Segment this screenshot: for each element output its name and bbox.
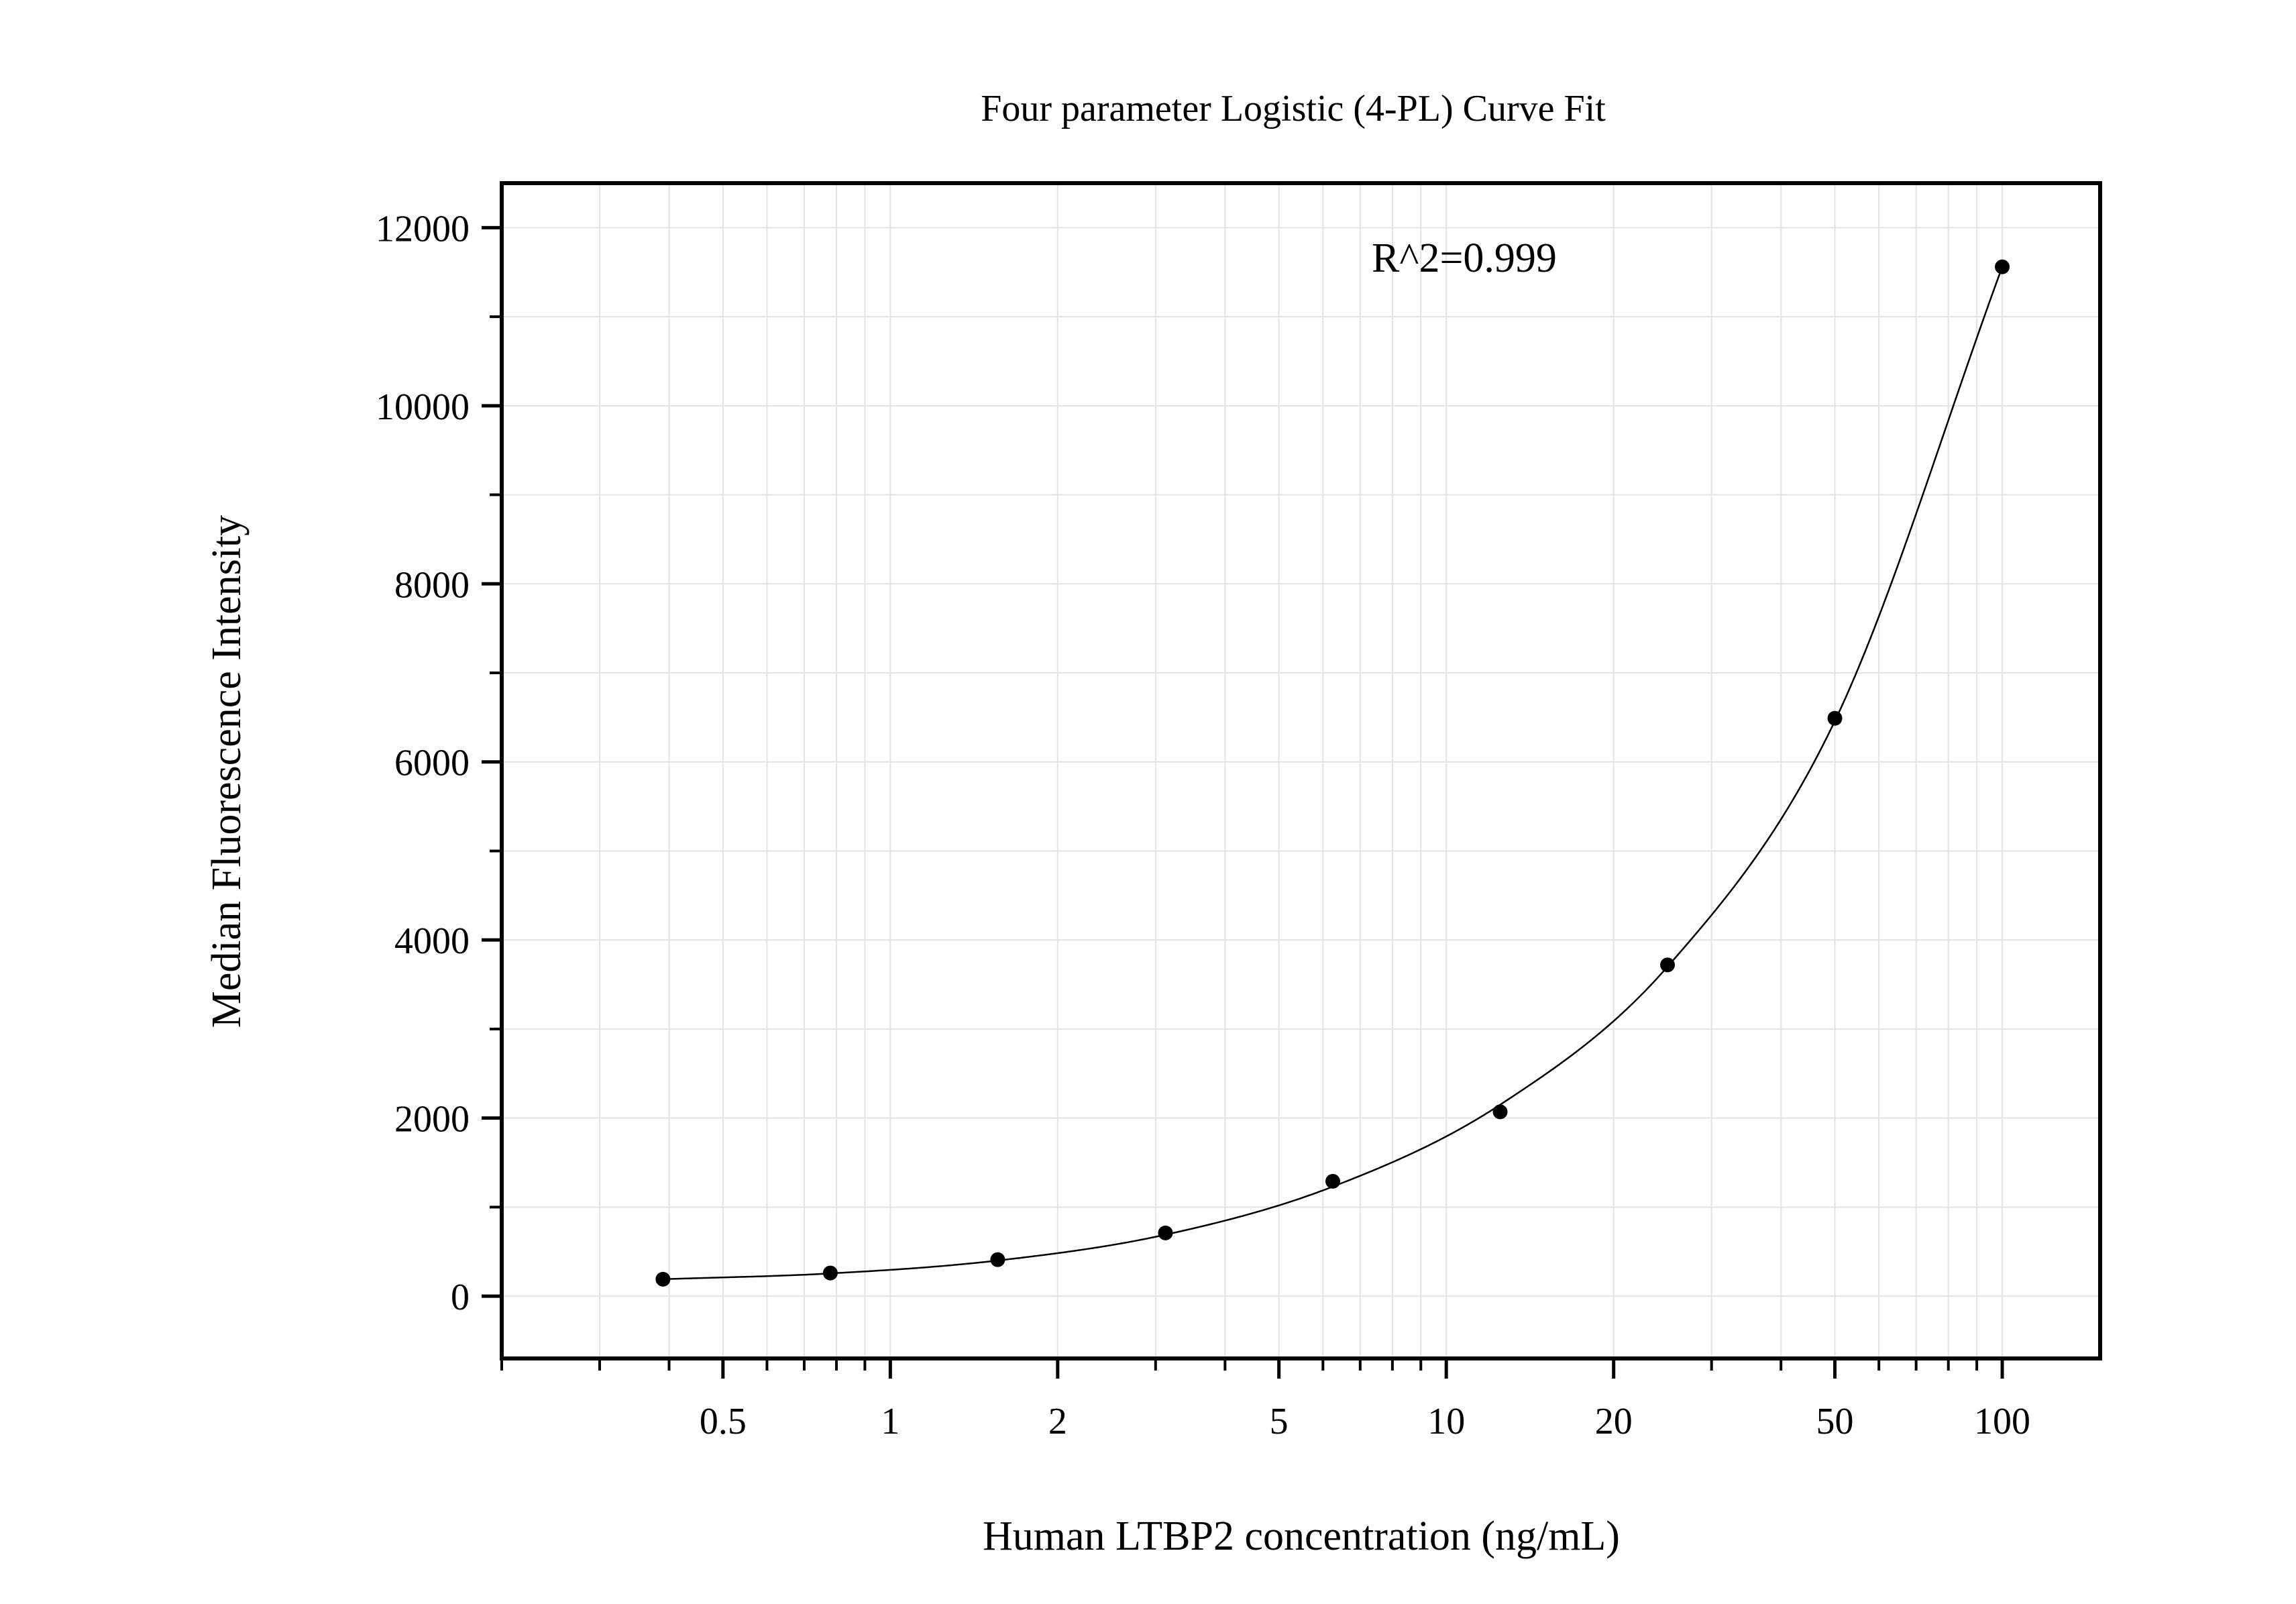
x-tick-label: 100	[1974, 1401, 2030, 1442]
y-tick-label: 0	[451, 1277, 470, 1318]
grid	[501, 183, 2100, 1358]
axis-ticks	[482, 225, 2004, 1379]
x-axis-label: Human LTBP2 concentration (ng/mL)	[983, 1513, 1620, 1559]
data-point	[1995, 259, 2010, 274]
x-tick-labels: 0.5 1 2 5 10 20 50 100	[700, 1401, 2030, 1442]
y-tick-label: 4000	[394, 920, 470, 962]
y-tick-labels: 0 2000 4000 6000 8000 10000 12000	[376, 208, 470, 1318]
y-tick-label: 6000	[394, 743, 470, 784]
data-point	[1158, 1225, 1173, 1240]
plot-frame	[500, 181, 2102, 1360]
data-point	[1827, 710, 1843, 726]
x-tick-label: 0.5	[700, 1401, 747, 1442]
data-point	[990, 1252, 1005, 1267]
data-points	[655, 259, 2010, 1287]
y-axis-label: Median Fluorescence Intensity	[204, 515, 250, 1028]
x-tick-label: 50	[1816, 1401, 1854, 1442]
x-tick-label: 2	[1048, 1401, 1067, 1442]
data-point	[655, 1271, 671, 1287]
chart-title: Four parameter Logistic (4-PL) Curve Fit	[981, 88, 1606, 129]
data-point	[1325, 1173, 1341, 1189]
y-tick-label: 2000	[394, 1099, 470, 1140]
x-tick-label: 1	[881, 1401, 899, 1442]
r-squared-annotation: R^2=0.999	[1372, 235, 1557, 281]
x-tick-label: 5	[1270, 1401, 1289, 1442]
data-point	[822, 1265, 838, 1281]
data-point	[1492, 1104, 1508, 1120]
y-tick-label: 10000	[376, 386, 470, 428]
x-tick-label: 10	[1427, 1401, 1465, 1442]
y-tick-label: 12000	[376, 208, 470, 250]
data-point	[1660, 957, 1676, 973]
x-tick-label: 20	[1595, 1401, 1633, 1442]
y-tick-label: 8000	[394, 564, 470, 606]
